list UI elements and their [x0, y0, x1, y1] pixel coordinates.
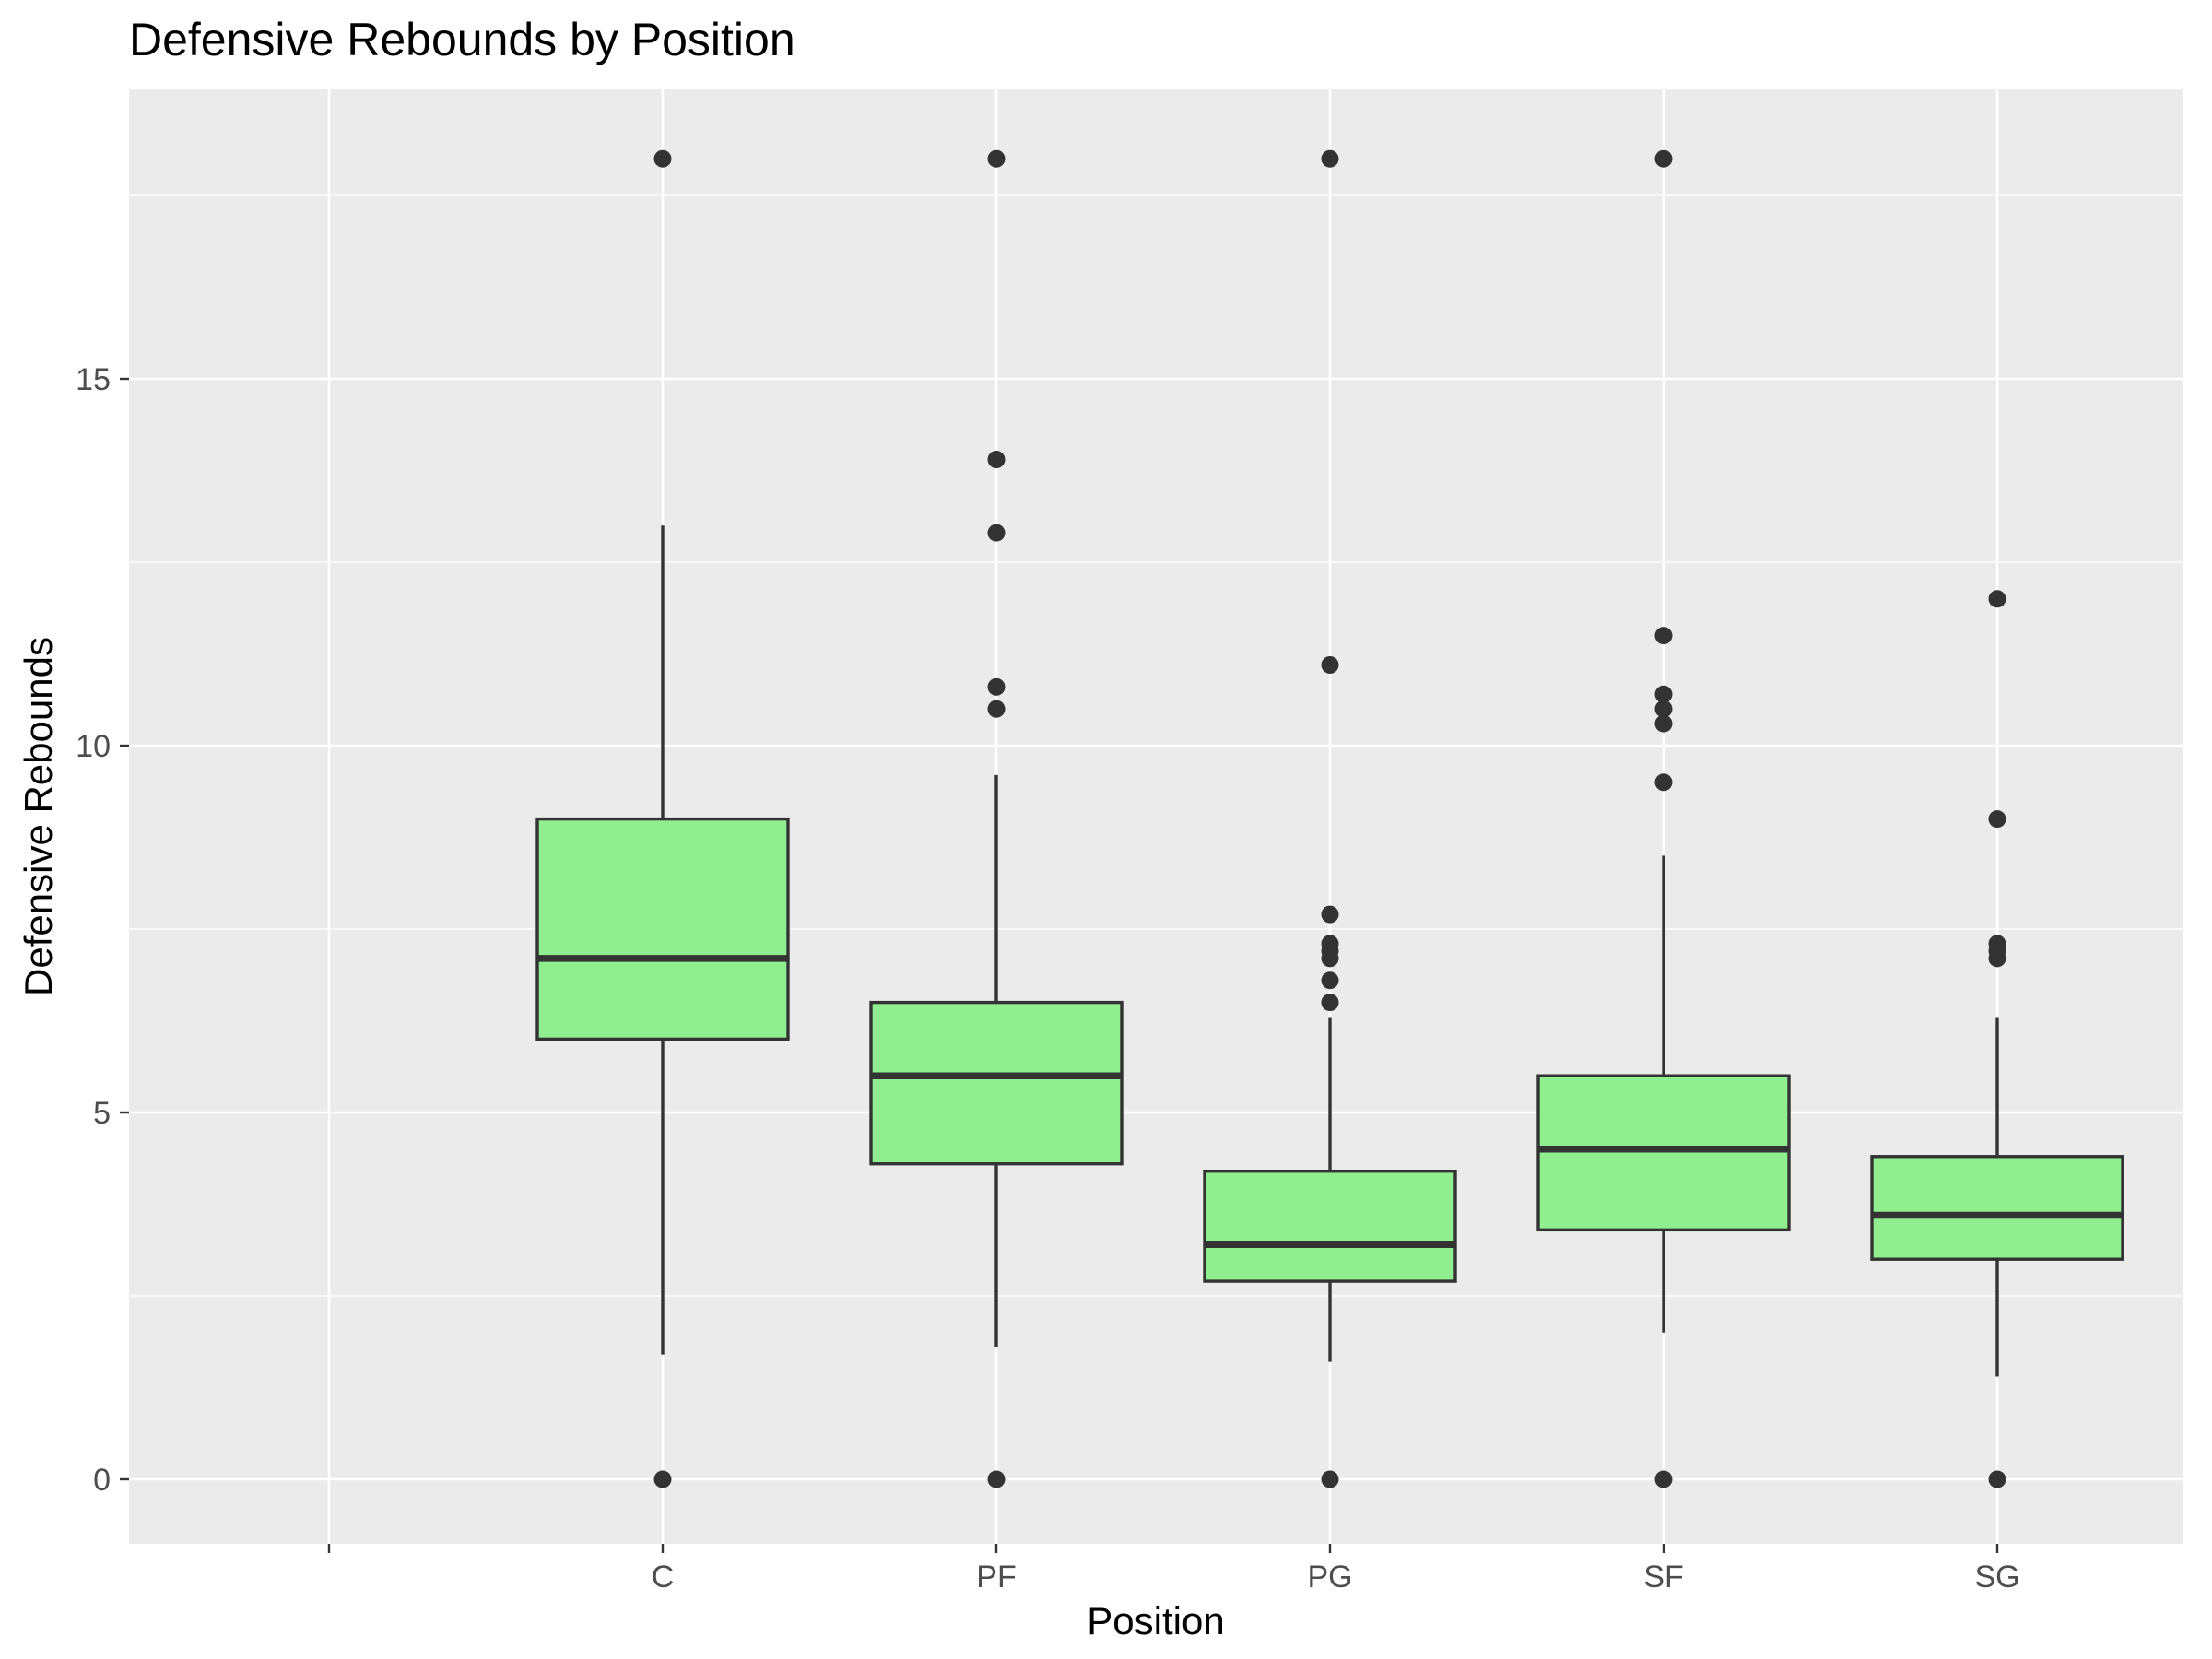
outlier-point	[1321, 149, 1339, 168]
outlier-point	[987, 677, 1006, 696]
outlier-point	[1321, 971, 1339, 990]
outlier-point	[1654, 149, 1673, 168]
y-tick-label: 5	[93, 1096, 111, 1131]
x-axis: C PF PG SF SG	[327, 1544, 2020, 1594]
outlier-point	[1321, 935, 1339, 953]
outlier-point	[1321, 905, 1339, 924]
box-iqr	[1203, 1169, 1457, 1283]
y-tick-label: 10	[76, 729, 111, 764]
outlier-point	[1988, 935, 2006, 953]
outlier-point	[1321, 994, 1339, 1012]
chart-title: Defensive Rebounds by Position	[129, 14, 795, 65]
outlier-point	[1654, 685, 1673, 703]
outlier-point	[1654, 700, 1673, 718]
outlier-point	[1654, 1470, 1673, 1488]
outlier-point	[1988, 810, 2006, 829]
outlier-point	[987, 524, 1006, 542]
box-iqr	[535, 817, 790, 1041]
x-tick-label: PF	[976, 1559, 1016, 1594]
outlier-point	[653, 1470, 672, 1488]
outlier-point	[1321, 1470, 1339, 1488]
box-series	[535, 149, 2124, 1488]
box-iqr	[1536, 1074, 1791, 1232]
box-pg	[1203, 149, 1457, 1488]
plot-panel	[129, 89, 2183, 1544]
x-tick-label: C	[652, 1559, 675, 1594]
box-sf	[1536, 149, 1791, 1488]
outlier-point	[1654, 714, 1673, 733]
y-tick-label: 15	[76, 362, 111, 397]
outlier-point	[1988, 590, 2006, 608]
outlier-point	[653, 149, 672, 168]
box-sg	[1870, 590, 2124, 1488]
box-pf	[869, 149, 1124, 1488]
outlier-point	[987, 451, 1006, 469]
outlier-point	[1988, 1470, 2006, 1488]
outlier-point	[1654, 627, 1673, 645]
x-tick-label: PG	[1307, 1559, 1352, 1594]
outlier-point	[987, 1470, 1006, 1488]
outlier-point	[987, 149, 1006, 168]
box-c	[535, 149, 790, 1488]
box-iqr	[1870, 1155, 2124, 1261]
y-tick-label: 0	[93, 1463, 111, 1498]
y-axis-title: Defensive Rebounds	[17, 637, 60, 996]
x-tick-label: SG	[1974, 1559, 2019, 1594]
outlier-point	[1654, 773, 1673, 792]
outlier-point	[1321, 655, 1339, 674]
y-axis: 0 5 10 15	[76, 362, 129, 1498]
box-iqr	[869, 1000, 1124, 1166]
x-axis-title: Position	[1087, 1599, 1224, 1642]
x-tick-label: SF	[1643, 1559, 1683, 1594]
outlier-point	[987, 700, 1006, 718]
